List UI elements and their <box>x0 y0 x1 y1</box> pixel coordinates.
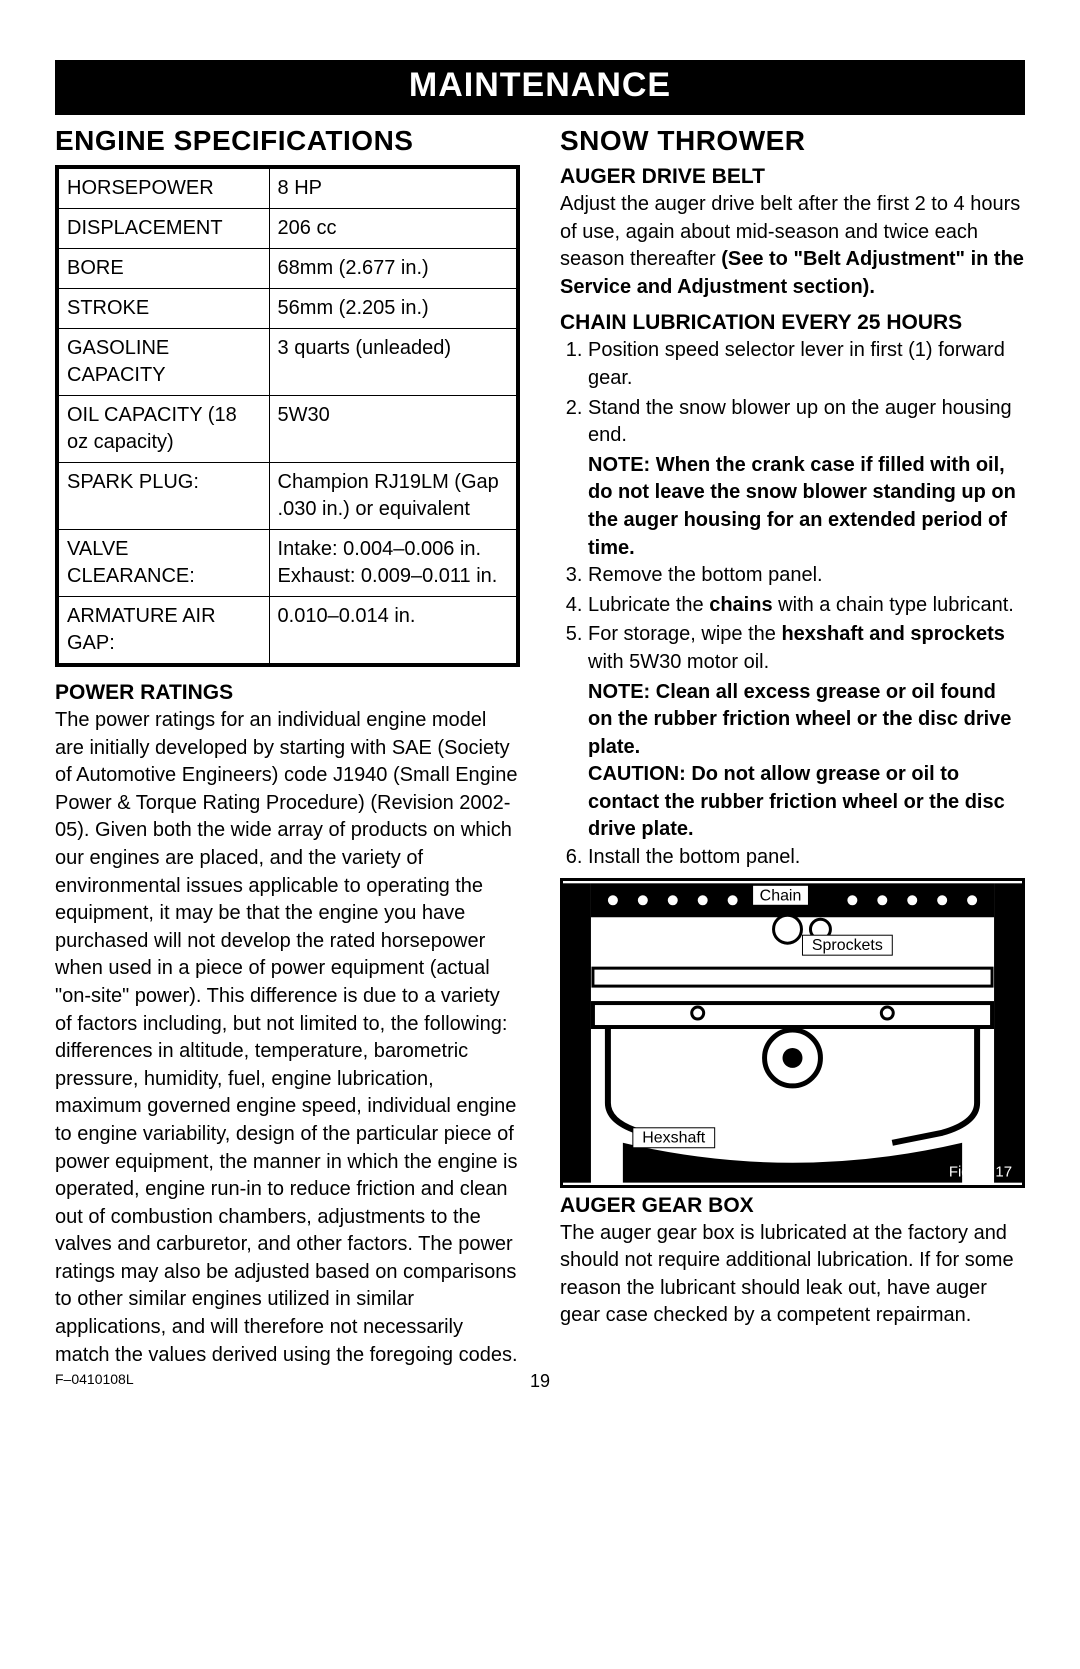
spec-value: 68mm (2.677 in.) <box>269 249 518 289</box>
spec-value: 206 cc <box>269 209 518 249</box>
page-footer: F–0410108L 19 F–0410108L <box>55 1371 1025 1392</box>
snow-thrower-heading: SNOW THROWER <box>560 125 1025 157</box>
spec-label: OIL CAPACITY (18 oz capacity) <box>57 396 269 463</box>
note-excess-grease: NOTE: Clean all excess grease or oil fou… <box>588 679 1025 762</box>
list-item: Position speed selector lever in first (… <box>588 337 1025 392</box>
engine-spec-heading: ENGINE SPECIFICATIONS <box>55 125 520 157</box>
spec-value: Champion RJ19LM (Gap .030 in.) or equiva… <box>269 463 518 530</box>
spec-value: 5W30 <box>269 396 518 463</box>
spec-value: 0.010–0.014 in. <box>269 597 518 666</box>
engine-spec-table: HORSEPOWER8 HP DISPLACEMENT206 cc BORE68… <box>55 165 520 667</box>
spec-label: HORSEPOWER <box>57 167 269 209</box>
auger-drive-belt-heading: AUGER DRIVE BELT <box>560 165 1025 189</box>
list-item: Install the bottom panel. <box>588 844 1025 872</box>
step-text-pre: For storage, wipe the <box>588 623 781 645</box>
left-column: ENGINE SPECIFICATIONS HORSEPOWER8 HP DIS… <box>55 125 520 1369</box>
table-row: VALVE CLEARANCE:Intake: 0.004–0.006 in. … <box>57 530 518 597</box>
fig-label-number: Figure 17 <box>949 1163 1012 1180</box>
spec-label: GASOLINE CAPACITY <box>57 329 269 396</box>
step-text-bold: chains <box>709 594 772 616</box>
power-ratings-heading: POWER RATINGS <box>55 681 520 705</box>
spec-label: BORE <box>57 249 269 289</box>
list-item: Lubricate the chains with a chain type l… <box>588 592 1025 620</box>
table-row: ARMATURE AIR GAP:0.010–0.014 in. <box>57 597 518 666</box>
table-row: OIL CAPACITY (18 oz capacity)5W30 <box>57 396 518 463</box>
list-item: Remove the bottom panel. <box>588 562 1025 590</box>
spec-label: DISPLACEMENT <box>57 209 269 249</box>
mechanism-diagram-icon: Chain Sprockets Hexshaft Figure 17 <box>563 881 1022 1185</box>
spec-value: 8 HP <box>269 167 518 209</box>
page-banner: MAINTENANCE <box>55 60 1025 115</box>
step-text-post: with 5W30 motor oil. <box>588 651 769 673</box>
chain-lube-heading: CHAIN LUBRICATION EVERY 25 HOURS <box>560 311 1025 335</box>
table-row: SPARK PLUG:Champion RJ19LM (Gap .030 in.… <box>57 463 518 530</box>
spec-label: VALVE CLEARANCE: <box>57 530 269 597</box>
step-text-pre: Lubricate the <box>588 594 709 616</box>
figure-17-diagram: Chain Sprockets Hexshaft Figure 17 <box>560 878 1025 1188</box>
table-row: BORE68mm (2.677 in.) <box>57 249 518 289</box>
note-crank-case: NOTE: When the crank case if filled with… <box>588 452 1025 562</box>
fig-label-hexshaft: Hexshaft <box>642 1129 706 1146</box>
fig-label-sprockets: Sprockets <box>812 937 883 954</box>
spec-value: 3 quarts (unleaded) <box>269 329 518 396</box>
footer-code: F–0410108L <box>55 1371 134 1392</box>
list-item: For storage, wipe the hexshaft and sproc… <box>588 621 1025 676</box>
right-column: SNOW THROWER AUGER DRIVE BELT Adjust the… <box>560 125 1025 1369</box>
step-text-post: with a chain type lubricant. <box>773 594 1014 616</box>
caution-grease: CAUTION: Do not allow grease or oil to c… <box>588 761 1025 844</box>
spec-label: SPARK PLUG: <box>57 463 269 530</box>
auger-gear-box-body: The auger gear box is lubricated at the … <box>560 1220 1025 1330</box>
chain-lube-steps: Position speed selector lever in first (… <box>560 337 1025 449</box>
table-row: STROKE56mm (2.205 in.) <box>57 289 518 329</box>
table-row: GASOLINE CAPACITY3 quarts (unleaded) <box>57 329 518 396</box>
spec-label: STROKE <box>57 289 269 329</box>
page-number: 19 <box>134 1371 947 1392</box>
table-row: HORSEPOWER8 HP <box>57 167 518 209</box>
spec-value: 56mm (2.205 in.) <box>269 289 518 329</box>
list-item: Stand the snow blower up on the auger ho… <box>588 395 1025 450</box>
fig-label-chain: Chain <box>760 887 802 904</box>
table-row: DISPLACEMENT206 cc <box>57 209 518 249</box>
spec-label: ARMATURE AIR GAP: <box>57 597 269 666</box>
chain-lube-steps-cont: Remove the bottom panel. Lubricate the c… <box>560 562 1025 676</box>
spec-value: Intake: 0.004–0.006 in. Exhaust: 0.009–0… <box>269 530 518 597</box>
chain-lube-steps-final: Install the bottom panel. <box>560 844 1025 872</box>
step-text-bold: hexshaft and sprockets <box>781 623 1004 645</box>
auger-gear-box-heading: AUGER GEAR BOX <box>560 1194 1025 1218</box>
power-ratings-body: The power ratings for an individual engi… <box>55 707 520 1369</box>
auger-drive-belt-body: Adjust the auger drive belt after the fi… <box>560 191 1025 301</box>
two-column-layout: ENGINE SPECIFICATIONS HORSEPOWER8 HP DIS… <box>55 125 1025 1369</box>
